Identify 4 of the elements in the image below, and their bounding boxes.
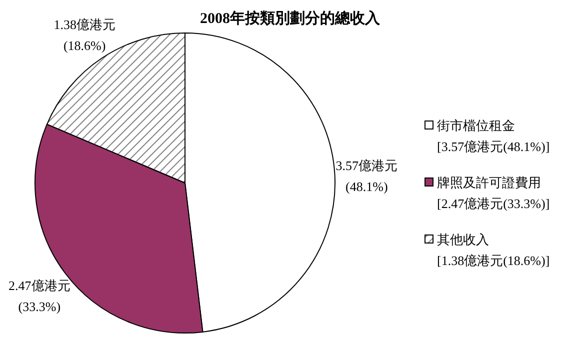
legend-label: 牌照及許可證費用 [2.47億港元(33.3%)]: [437, 175, 550, 211]
chart-title: 2008年按類別劃分的總收入: [200, 10, 381, 27]
legend-label: 其他收入 [1.38億港元(18.6%)]: [437, 232, 550, 268]
legend-label: 街市檔位租金 [3.57億港元(48.1%)]: [437, 118, 550, 154]
